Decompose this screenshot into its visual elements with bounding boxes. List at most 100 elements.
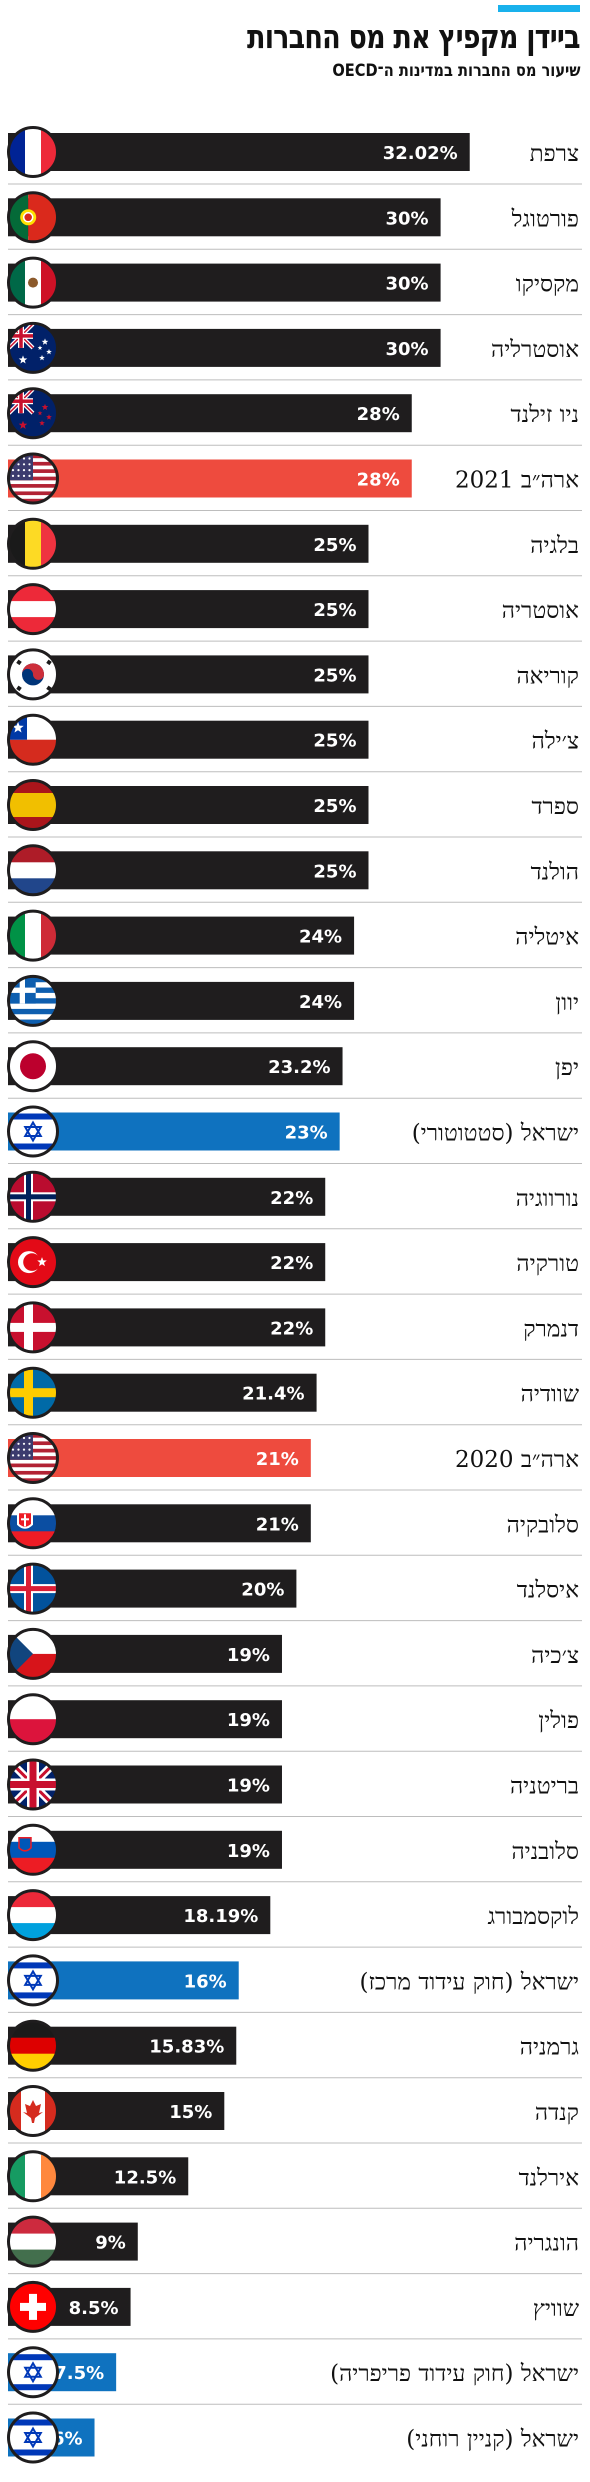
category-label: הונגריה bbox=[514, 2231, 579, 2257]
value-label: 24% bbox=[299, 927, 342, 948]
flag-ring bbox=[7, 1432, 59, 1484]
page-title: ביידן מקפיץ את מס החברות bbox=[247, 17, 581, 56]
value-label: 22% bbox=[270, 1318, 313, 1339]
bar-row: 21.4% שוודיה bbox=[7, 1366, 582, 1426]
flag-ring bbox=[7, 779, 59, 831]
bar-row: 25% ספרד bbox=[7, 779, 582, 838]
category-label: אוסטרליה bbox=[491, 337, 579, 363]
value-label: 21.4% bbox=[242, 1384, 304, 1405]
bar bbox=[8, 1308, 326, 1347]
flag-ring bbox=[7, 452, 59, 505]
value-label: 30% bbox=[386, 274, 429, 295]
flag-ring bbox=[7, 1693, 59, 1746]
israel-flag-icon bbox=[9, 2413, 57, 2462]
bar bbox=[8, 655, 369, 694]
category-label: סלובקיה bbox=[507, 1512, 579, 1538]
flag-ring bbox=[7, 1497, 59, 1550]
value-label: 25% bbox=[313, 600, 356, 621]
bar-row: 12.5% אירלנד bbox=[7, 2150, 582, 2209]
flag-ring bbox=[7, 1170, 59, 1223]
iceland-flag-icon bbox=[9, 1564, 57, 1613]
category-label: שוויץ bbox=[533, 2296, 580, 2322]
category-label: איטליה bbox=[515, 925, 579, 951]
value-label: 21% bbox=[256, 1514, 299, 1535]
bar bbox=[8, 1047, 343, 1086]
value-label: 19% bbox=[227, 1841, 270, 1862]
bar bbox=[8, 198, 441, 237]
flag-ring bbox=[7, 1236, 59, 1289]
category-label: ספרד bbox=[532, 794, 580, 820]
bar bbox=[8, 1177, 326, 1216]
category-label: יוון bbox=[555, 990, 579, 1016]
flag-ring bbox=[7, 2346, 59, 2399]
bar bbox=[8, 459, 412, 498]
sweden-flag-icon bbox=[9, 1368, 57, 1417]
bar bbox=[8, 328, 441, 367]
israel-flag-icon bbox=[9, 1107, 57, 1156]
flag-ring bbox=[7, 1105, 59, 1158]
flag-ring bbox=[7, 844, 59, 897]
bar bbox=[8, 524, 369, 563]
category-label: שוודיה bbox=[521, 1382, 580, 1408]
bar-row: 24% איטליה bbox=[7, 909, 582, 969]
norway-flag-icon bbox=[9, 1172, 57, 1221]
bar-row: 24% יוון bbox=[7, 974, 582, 1034]
value-label: 18.19% bbox=[183, 1906, 258, 1927]
category-label: דנמרק bbox=[523, 1316, 579, 1342]
category-label: קוריאה bbox=[516, 663, 579, 689]
flag-ring bbox=[7, 1627, 59, 1680]
category-label: הולנד bbox=[531, 859, 579, 885]
korea-flag-icon bbox=[9, 650, 57, 699]
category-label: טורקיה bbox=[516, 1251, 579, 1277]
flag-ring bbox=[7, 648, 59, 701]
category-label: נורווגיה bbox=[516, 1186, 579, 1212]
flag-ring bbox=[7, 2280, 59, 2333]
category-label: צ׳כיה bbox=[531, 1643, 579, 1669]
value-label: 23.2% bbox=[268, 1057, 330, 1078]
bar-row: 32.02% צרפת bbox=[7, 126, 582, 185]
japan-flag-icon bbox=[9, 1042, 57, 1091]
bar-row: 9% הונגריה bbox=[7, 2215, 582, 2275]
bar bbox=[8, 916, 355, 955]
flag-ring bbox=[7, 387, 59, 440]
category-label: בריטניה bbox=[510, 1774, 579, 1800]
category-label: פולין bbox=[538, 1708, 579, 1734]
category-label: ניו זילנד bbox=[511, 402, 579, 428]
flag-ring bbox=[7, 2019, 59, 2072]
bar-row: 6% ישראל (קניין רוחני) bbox=[7, 2411, 579, 2464]
value-label: 30% bbox=[386, 208, 429, 229]
category-label: גרמניה bbox=[520, 2035, 579, 2061]
bar bbox=[8, 720, 369, 759]
category-label: אוסטריה bbox=[502, 598, 579, 624]
bar bbox=[8, 394, 412, 433]
bar-chart: 32.02% צרפת 30% פורטוגל 30% מקסיקו 30% אוסטרליה… bbox=[7, 126, 582, 2464]
value-label: 6% bbox=[52, 2429, 83, 2450]
value-label: 15.83% bbox=[149, 2037, 224, 2058]
value-label: 22% bbox=[270, 1188, 313, 1209]
value-label: 20% bbox=[241, 1580, 284, 1601]
value-label: 19% bbox=[227, 1776, 270, 1797]
bar-row: 22% נורווגיה bbox=[7, 1170, 582, 1230]
bar-row: 25% קוריאה bbox=[7, 648, 582, 707]
value-label: 25% bbox=[313, 731, 356, 752]
category-label: צ׳ילה bbox=[532, 729, 579, 755]
flag-ring bbox=[7, 2150, 59, 2203]
category-label: סלובניה bbox=[511, 1839, 579, 1865]
accent-bar bbox=[498, 5, 580, 12]
bar-row: 7.5% ישראל (חוק עידוד פריפריה) bbox=[7, 2346, 582, 2405]
israel-flag-icon bbox=[9, 2348, 57, 2397]
bar-row: 19% סלובניה bbox=[7, 1823, 582, 1883]
bar-row: 22% טורקיה bbox=[7, 1236, 582, 1295]
bar-row: 21% סלובקיה bbox=[7, 1497, 582, 1556]
flag-ring bbox=[7, 126, 59, 178]
spain-flag-icon bbox=[9, 781, 57, 829]
value-label: 8.5% bbox=[69, 2298, 119, 2319]
usa-flag-icon bbox=[9, 1434, 57, 1482]
category-label: בלגיה bbox=[530, 533, 579, 559]
value-label: 25% bbox=[313, 535, 356, 556]
category-label: פורטוגל bbox=[511, 206, 579, 232]
value-label: 15% bbox=[169, 2102, 212, 2123]
israel-flag-icon bbox=[9, 1956, 57, 2005]
value-label: 22% bbox=[270, 1253, 313, 1274]
bar bbox=[8, 1243, 326, 1282]
